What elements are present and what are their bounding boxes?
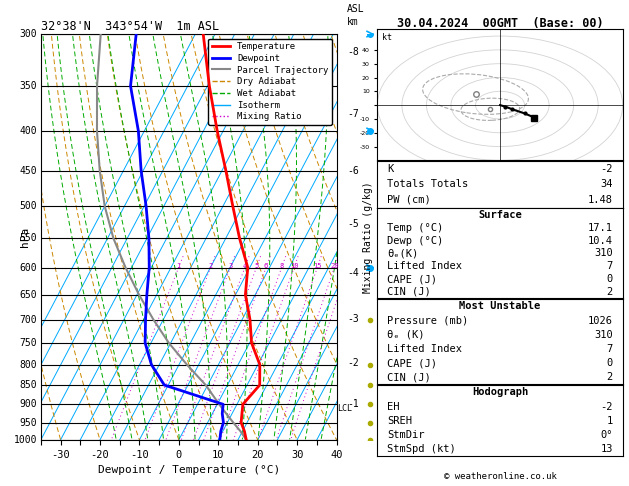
Text: 1000: 1000 xyxy=(14,435,37,445)
Text: CIN (J): CIN (J) xyxy=(387,287,431,297)
Text: -5: -5 xyxy=(347,219,359,229)
Text: 900: 900 xyxy=(19,399,37,409)
Text: -7: -7 xyxy=(347,109,359,119)
Text: 32°38'N  343°54'W  1m ASL: 32°38'N 343°54'W 1m ASL xyxy=(41,20,219,33)
Text: 10.4: 10.4 xyxy=(588,236,613,245)
Text: kt: kt xyxy=(382,34,392,42)
Text: km: km xyxy=(347,17,359,27)
Text: 3: 3 xyxy=(228,263,232,269)
Text: 5: 5 xyxy=(254,263,259,269)
Text: Most Unstable: Most Unstable xyxy=(459,301,541,312)
Text: EH: EH xyxy=(387,401,399,412)
Text: 550: 550 xyxy=(19,233,37,243)
Text: 600: 600 xyxy=(19,262,37,273)
Text: Hodograph: Hodograph xyxy=(472,387,528,398)
Text: θₑ(K): θₑ(K) xyxy=(387,248,418,259)
Text: 950: 950 xyxy=(19,417,37,428)
Text: 0°: 0° xyxy=(601,430,613,440)
Text: 2: 2 xyxy=(606,372,613,382)
Text: 400: 400 xyxy=(19,126,37,136)
Text: 20: 20 xyxy=(330,263,338,269)
Text: Mixing Ratio (g/kg): Mixing Ratio (g/kg) xyxy=(363,181,373,293)
Text: 10: 10 xyxy=(290,263,298,269)
Text: K: K xyxy=(387,164,394,174)
Text: 7: 7 xyxy=(606,344,613,354)
Text: 7: 7 xyxy=(606,261,613,271)
Text: 300: 300 xyxy=(19,29,37,39)
Text: 450: 450 xyxy=(19,166,37,175)
Text: 700: 700 xyxy=(19,314,37,325)
Text: -1: -1 xyxy=(347,399,359,409)
Text: 310: 310 xyxy=(594,248,613,259)
Text: 500: 500 xyxy=(19,201,37,211)
Text: ASL: ASL xyxy=(347,4,365,14)
Text: CIN (J): CIN (J) xyxy=(387,372,431,382)
Text: -2: -2 xyxy=(347,358,359,367)
Text: 15: 15 xyxy=(313,263,321,269)
Text: StmDir: StmDir xyxy=(387,430,425,440)
X-axis label: Dewpoint / Temperature (°C): Dewpoint / Temperature (°C) xyxy=(97,465,280,475)
Text: Pressure (mb): Pressure (mb) xyxy=(387,315,469,326)
Text: LCL: LCL xyxy=(337,403,352,413)
Text: -2: -2 xyxy=(601,164,613,174)
Text: 8: 8 xyxy=(279,263,284,269)
Text: -2: -2 xyxy=(601,401,613,412)
Text: 0: 0 xyxy=(606,274,613,284)
Legend: Temperature, Dewpoint, Parcel Trajectory, Dry Adiabat, Wet Adiabat, Isotherm, Mi: Temperature, Dewpoint, Parcel Trajectory… xyxy=(208,38,332,125)
Text: 2: 2 xyxy=(606,287,613,297)
Text: θₑ (K): θₑ (K) xyxy=(387,330,425,340)
Text: Temp (°C): Temp (°C) xyxy=(387,223,443,233)
Text: 17.1: 17.1 xyxy=(588,223,613,233)
Text: SREH: SREH xyxy=(387,416,412,426)
Text: 650: 650 xyxy=(19,290,37,300)
Text: 13: 13 xyxy=(601,444,613,454)
Text: 350: 350 xyxy=(19,81,37,91)
Text: 1026: 1026 xyxy=(588,315,613,326)
Text: 2: 2 xyxy=(208,263,213,269)
Text: -8: -8 xyxy=(347,47,359,56)
Text: Totals Totals: Totals Totals xyxy=(387,179,469,190)
Text: © weatheronline.co.uk: © weatheronline.co.uk xyxy=(443,472,557,481)
Text: CAPE (J): CAPE (J) xyxy=(387,274,437,284)
Text: -6: -6 xyxy=(347,166,359,175)
Text: 1: 1 xyxy=(177,263,181,269)
Text: Lifted Index: Lifted Index xyxy=(387,261,462,271)
Text: Dewp (°C): Dewp (°C) xyxy=(387,236,443,245)
Text: -3: -3 xyxy=(347,313,359,324)
Text: 750: 750 xyxy=(19,338,37,348)
Text: StmSpd (kt): StmSpd (kt) xyxy=(387,444,456,454)
Text: 1: 1 xyxy=(606,416,613,426)
Text: 6: 6 xyxy=(264,263,268,269)
Text: PW (cm): PW (cm) xyxy=(387,195,431,205)
Text: 34: 34 xyxy=(601,179,613,190)
Text: 1.48: 1.48 xyxy=(588,195,613,205)
Text: 0: 0 xyxy=(606,358,613,368)
Text: Surface: Surface xyxy=(478,210,522,220)
Text: 4: 4 xyxy=(243,263,247,269)
Text: 800: 800 xyxy=(19,360,37,370)
Text: 30.04.2024  00GMT  (Base: 00): 30.04.2024 00GMT (Base: 00) xyxy=(397,17,603,30)
Text: 850: 850 xyxy=(19,380,37,390)
Text: -4: -4 xyxy=(347,268,359,278)
Text: CAPE (J): CAPE (J) xyxy=(387,358,437,368)
Text: 310: 310 xyxy=(594,330,613,340)
Text: Lifted Index: Lifted Index xyxy=(387,344,462,354)
Text: hPa: hPa xyxy=(19,227,30,247)
